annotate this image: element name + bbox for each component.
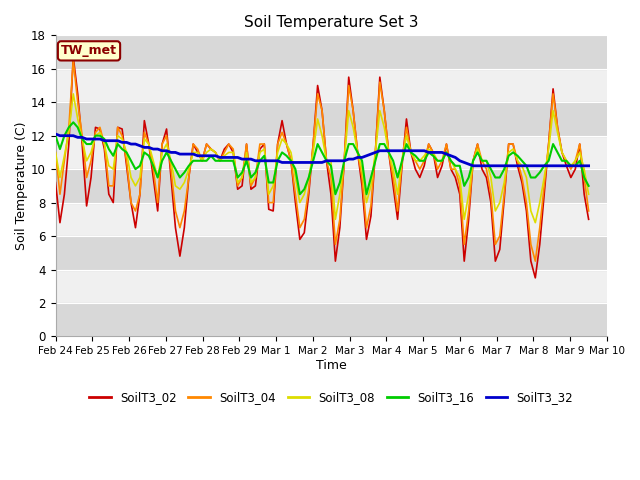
Bar <box>56 102 607 136</box>
Bar <box>56 303 607 336</box>
Title: Soil Temperature Set 3: Soil Temperature Set 3 <box>244 15 419 30</box>
Bar <box>56 169 607 203</box>
Bar <box>56 236 607 269</box>
X-axis label: Time: Time <box>316 359 347 372</box>
Text: TW_met: TW_met <box>61 44 117 58</box>
Bar <box>56 36 607 69</box>
Y-axis label: Soil Temperature (C): Soil Temperature (C) <box>15 121 28 250</box>
Legend: SoilT3_02, SoilT3_04, SoilT3_08, SoilT3_16, SoilT3_32: SoilT3_02, SoilT3_04, SoilT3_08, SoilT3_… <box>84 386 578 409</box>
